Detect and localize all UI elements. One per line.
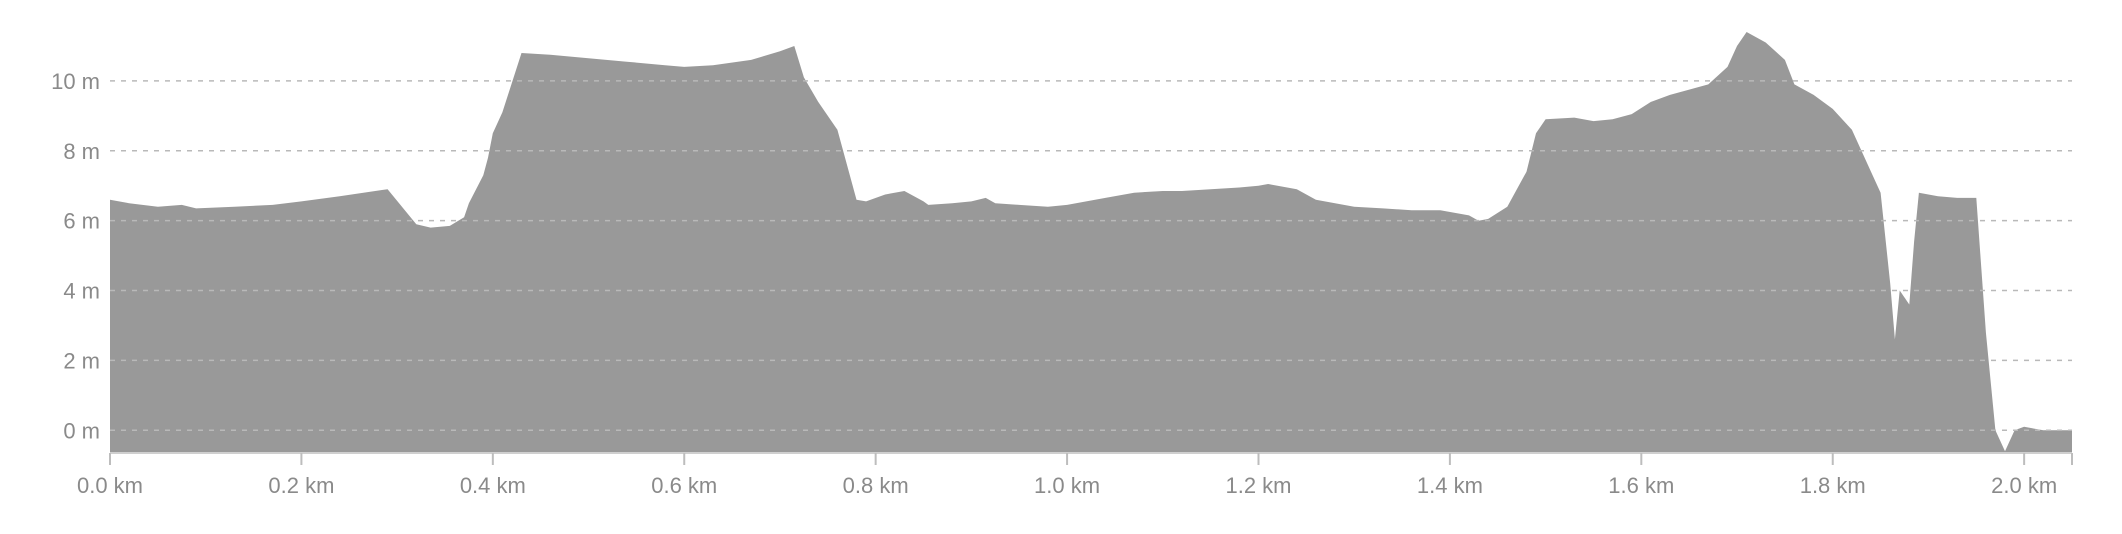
y-tick-label: 2 m — [63, 348, 100, 373]
y-tick-label: 4 m — [63, 279, 100, 304]
x-tick-label: 0.6 km — [651, 473, 717, 498]
x-tick-label: 0.2 km — [268, 473, 334, 498]
x-tick-label: 2.0 km — [1991, 473, 2057, 498]
elevation-area — [110, 32, 2072, 453]
y-tick-label: 10 m — [51, 69, 100, 94]
x-tick-label: 0.0 km — [77, 473, 143, 498]
y-tick-label: 8 m — [63, 139, 100, 164]
y-tick-label: 6 m — [63, 209, 100, 234]
x-tick-label: 0.8 km — [843, 473, 909, 498]
x-tick-label: 1.2 km — [1225, 473, 1291, 498]
y-tick-label: 0 m — [63, 418, 100, 443]
x-tick-label: 1.6 km — [1608, 473, 1674, 498]
x-tick-label: 1.4 km — [1417, 473, 1483, 498]
x-tick-label: 1.8 km — [1800, 473, 1866, 498]
x-tick-label: 1.0 km — [1034, 473, 1100, 498]
x-tick-label: 0.4 km — [460, 473, 526, 498]
